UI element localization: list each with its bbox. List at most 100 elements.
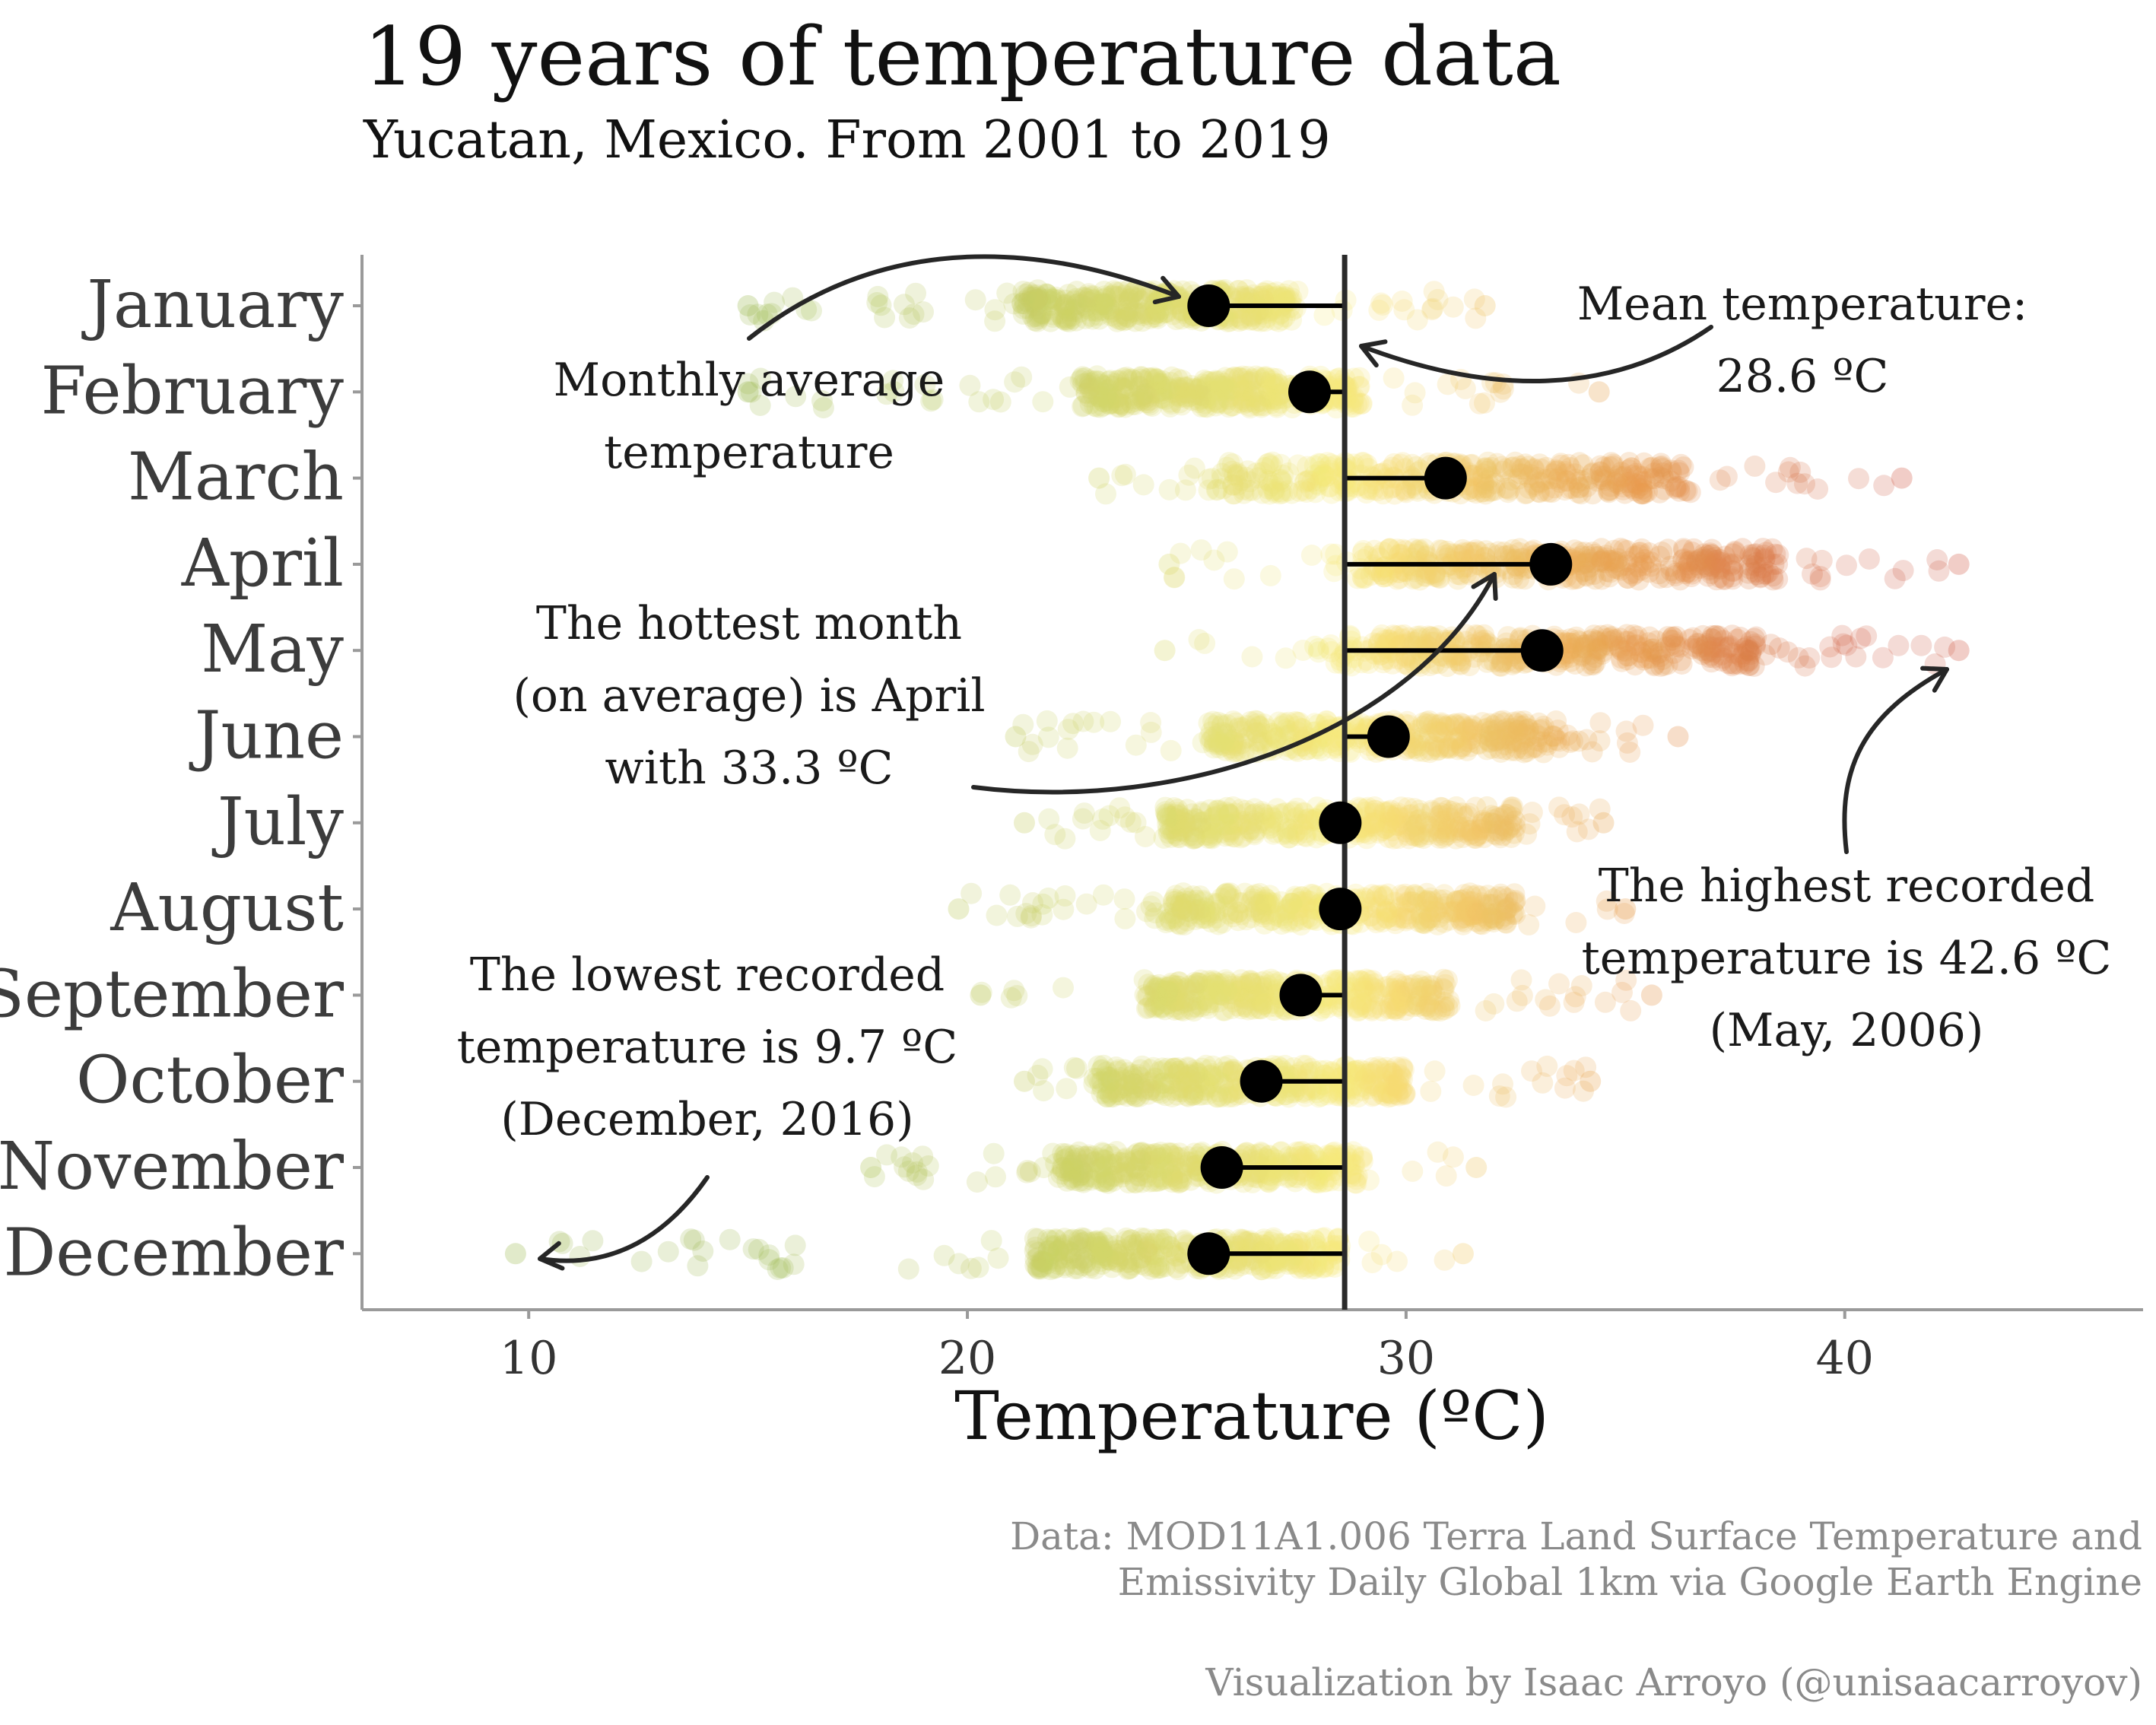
temperature-point [1170, 308, 1192, 330]
temperature-point [1032, 391, 1054, 413]
temperature-point [1077, 288, 1099, 310]
temperature-point [1092, 390, 1114, 412]
temperature-point [1030, 304, 1052, 326]
temperature-point [1246, 395, 1269, 416]
temperature-point [1103, 284, 1124, 306]
temperature-point [1021, 291, 1043, 313]
temperature-point [1675, 480, 1697, 502]
temperature-point [882, 370, 904, 392]
temperature-point [1213, 373, 1235, 395]
temperature-point [1155, 379, 1177, 401]
temperature-point [1483, 993, 1505, 1015]
temperature-point [1130, 290, 1152, 312]
temperature-point [1124, 310, 1146, 332]
temperature-point [1075, 382, 1097, 404]
temperature-point [1151, 370, 1173, 392]
temperature-point [1227, 280, 1249, 301]
temperature-point [1716, 465, 1738, 488]
temperature-point [1091, 292, 1113, 314]
temperature-point [1227, 367, 1249, 389]
temperature-point [1373, 478, 1396, 500]
temperature-point [1589, 712, 1611, 734]
temperature-point [1809, 569, 1831, 591]
temperature-point [1094, 292, 1116, 314]
temperature-point [1381, 1063, 1403, 1085]
temperature-point [1310, 460, 1332, 482]
temperature-point [1171, 370, 1193, 391]
temperature-point [1088, 467, 1110, 489]
temperature-point [1132, 303, 1154, 325]
temperature-point [1242, 386, 1264, 408]
temperature-point [1093, 375, 1114, 397]
temperature-point [1254, 310, 1276, 332]
temperature-point [1263, 373, 1285, 395]
temperature-point [1383, 367, 1405, 389]
temperature-point [1161, 910, 1182, 932]
temperature-point [1228, 310, 1250, 332]
temperature-point [933, 1244, 955, 1266]
temperature-point [1109, 797, 1131, 819]
temperature-point [1122, 388, 1145, 410]
temperature-point [1510, 463, 1532, 484]
temperature-point [1281, 482, 1303, 504]
temperature-point [1116, 376, 1138, 399]
temperature-point [1148, 373, 1170, 396]
temperature-point [1063, 300, 1085, 322]
temperature-point [1147, 307, 1169, 329]
temperature-point [1068, 301, 1091, 323]
temperature-point [1580, 1070, 1602, 1092]
temperature-point [1948, 640, 1970, 662]
temperature-point [1102, 376, 1124, 397]
temperature-point [1206, 392, 1228, 414]
temperature-point [1088, 304, 1110, 326]
temperature-point [1249, 285, 1271, 307]
temperature-point [1606, 469, 1628, 491]
temperature-point [1435, 1165, 1457, 1187]
temperature-point [1220, 380, 1242, 402]
temperature-point [1910, 634, 1932, 656]
temperature-point [1278, 280, 1300, 302]
temperature-point [1242, 479, 1264, 501]
temperature-point [1138, 386, 1160, 408]
temperature-point [1090, 396, 1111, 418]
temperature-point [1208, 392, 1230, 415]
temperature-point [1240, 385, 1262, 407]
temperature-point [1205, 370, 1227, 392]
temperature-point [1132, 474, 1154, 496]
temperature-point [1211, 376, 1234, 397]
temperature-point [1850, 627, 1872, 650]
temperature-point [1030, 288, 1051, 310]
temperature-point [1564, 986, 1586, 1008]
temperature-point [1030, 303, 1053, 325]
temperature-point [1110, 309, 1132, 331]
temperature-point [1269, 303, 1291, 326]
temperature-point [1036, 710, 1058, 732]
temperature-point [1232, 478, 1254, 500]
temperature-point [1437, 373, 1459, 396]
temperature-point [1222, 483, 1244, 505]
temperature-point [1265, 395, 1288, 417]
temperature-point [1123, 370, 1145, 392]
temperature-point [1038, 808, 1060, 830]
temperature-point [1230, 469, 1253, 491]
temperature-point [1114, 396, 1136, 418]
temperature-point [1442, 296, 1464, 318]
temperature-point [1307, 641, 1329, 663]
temperature-point [1056, 1078, 1078, 1100]
temperature-point [1281, 309, 1303, 331]
temperature-point [1407, 740, 1429, 762]
temperature-point [1049, 303, 1071, 325]
temperature-point [1134, 383, 1155, 405]
temperature-point [1003, 980, 1025, 1002]
temperature-point [1142, 307, 1164, 328]
temperature-point [737, 381, 759, 403]
temperature-point [1132, 304, 1154, 326]
temperature-point [740, 381, 762, 403]
temperature-point [1242, 368, 1264, 390]
temperature-point [1461, 481, 1483, 503]
temperature-point [1083, 711, 1105, 733]
temperature-point [1090, 387, 1112, 409]
temperature-point [1538, 481, 1560, 503]
temperature-point [1065, 294, 1088, 316]
temperature-point [1188, 392, 1209, 414]
